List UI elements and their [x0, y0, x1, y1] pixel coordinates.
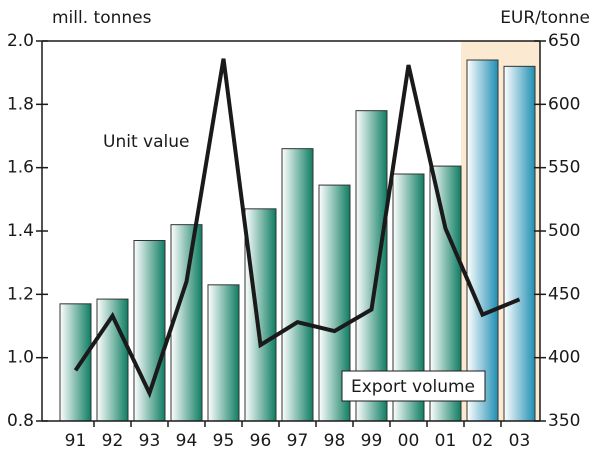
bar [244, 208, 277, 422]
bar [281, 148, 314, 422]
x-tick-label: 92 [102, 431, 124, 451]
y-axis-label: mill. tonnes [52, 8, 152, 28]
y2-tick-label: 500 [548, 221, 580, 241]
x-tick-label: 97 [287, 431, 309, 451]
x-tick-label: 95 [213, 431, 235, 451]
y-tick-label: 1.4 [7, 221, 34, 241]
x-tick-label: 03 [509, 431, 531, 451]
x-tick-label: 01 [435, 431, 457, 451]
bar-annotation-box [341, 370, 486, 402]
line [73, 58, 521, 399]
y-tick-label: 2.0 [7, 31, 34, 51]
y-tick-label: 1.0 [7, 348, 34, 368]
y-tick-label: 1.2 [7, 284, 34, 304]
x-tick-label: 98 [324, 431, 346, 451]
y-tick-label: 0.8 [7, 411, 34, 431]
bar [170, 224, 203, 422]
y2-tick-label: 650 [548, 31, 580, 51]
x-tick-label: 00 [398, 431, 420, 451]
x-tick-label: 91 [65, 431, 87, 451]
bar [207, 284, 240, 422]
bar [503, 65, 536, 422]
x-tick-label: 99 [361, 431, 383, 451]
x-tick-label: 94 [176, 431, 198, 451]
bar-annotation: Export volume [351, 377, 475, 397]
y-tick-label: 1.6 [7, 158, 34, 178]
y2-axis-label: EUR/tonne [500, 8, 590, 28]
y2-tick-label: 350 [548, 411, 580, 431]
y2-tick-label: 400 [548, 348, 580, 368]
bar [466, 59, 499, 422]
x-tick-label: 02 [472, 431, 494, 451]
y2-tick-label: 600 [548, 94, 580, 114]
y2-tick-label: 450 [548, 284, 580, 304]
y-tick-label: 1.8 [7, 94, 34, 114]
x-tick-label: 96 [250, 431, 272, 451]
x-tick-label: 93 [139, 431, 161, 451]
line-annotation: Unit value [103, 132, 189, 152]
bar [59, 303, 92, 422]
y2-tick-label: 550 [548, 158, 580, 178]
